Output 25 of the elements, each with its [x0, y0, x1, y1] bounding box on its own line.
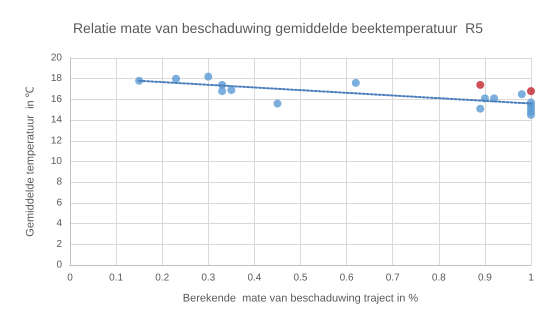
y-tick-label: 12: [50, 135, 62, 146]
x-tick-label: 0.7: [386, 272, 400, 284]
x-tick-label: 0.9: [478, 272, 492, 284]
y-tick-label: 8: [56, 176, 62, 188]
y-tick-label: 10: [50, 156, 62, 167]
x-tick-label: 0.8: [432, 272, 446, 284]
x-tick-label: 0.3: [201, 272, 216, 284]
y-tick-label: 6: [56, 197, 62, 208]
chart-title: Relatie mate van beschaduwing gemiddelde beektemperatuur R5: [72, 20, 484, 36]
x-tick-label: 0.6: [340, 272, 354, 284]
x-tick-label: 0.1: [109, 272, 124, 284]
x-tick-label: 0.4: [247, 272, 262, 284]
y-tick-label: 16: [50, 94, 62, 105]
y-tick-label: 0: [56, 260, 62, 270]
y-tick-label: 14: [50, 114, 62, 126]
x-tick-label: 0: [67, 272, 74, 284]
y-tick-label: 20: [50, 52, 62, 64]
y-tick-label: 2: [56, 238, 62, 250]
x-tick-label: 1: [528, 272, 534, 284]
y-axis-title: Gemiddelde temperatuur in ℃: [24, 86, 36, 237]
y-tick-label: 4: [56, 218, 62, 230]
y-tick-label: 18: [50, 73, 62, 84]
x-tick-label: 0.2: [155, 272, 170, 284]
x-tick-label: 0.5: [294, 272, 308, 284]
x-axis-title: Berekende mate van beschaduwing traject in %: [182, 292, 418, 304]
